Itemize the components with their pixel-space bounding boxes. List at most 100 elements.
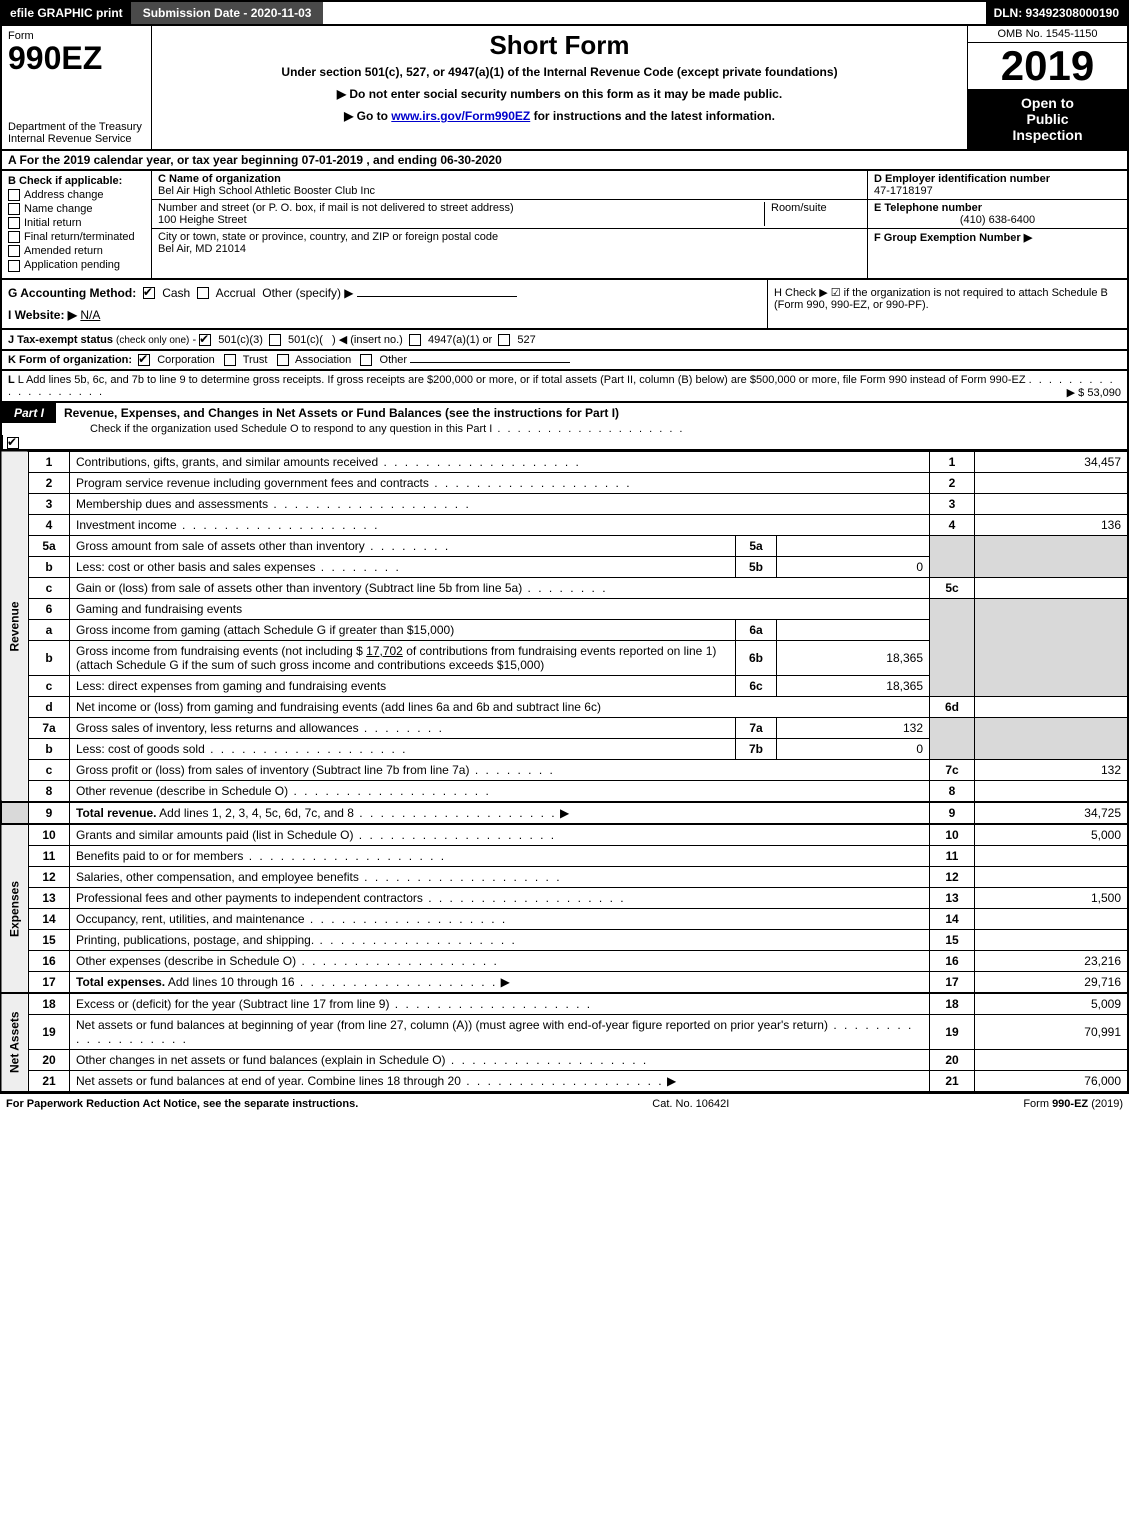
l-text: L Add lines 5b, 6c, and 7b to line 9 to … [18, 374, 1026, 386]
line-6c-desc: Less: direct expenses from gaming and fu… [76, 679, 386, 693]
public-1: Open to [1021, 95, 1074, 111]
k-corp-checkbox[interactable] [138, 354, 150, 366]
line-15-val [975, 929, 1129, 950]
amended-return-checkbox[interactable] [8, 245, 20, 257]
line-11: 11 Benefits paid to or for members 11 [1, 845, 1128, 866]
schedule-o-checkbox[interactable] [7, 437, 19, 449]
line-1-num: 1 [930, 451, 975, 472]
initial-return-checkbox[interactable] [8, 217, 20, 229]
section-b-checks: B Check if applicable: Address change Na… [2, 171, 152, 278]
line-17-val: 29,716 [975, 971, 1129, 993]
cash-checkbox[interactable] [143, 287, 155, 299]
line-7c: c Gross profit or (loss) from sales of i… [1, 759, 1128, 780]
l-amount: ▶ $ 53,090 [1067, 386, 1121, 399]
top-bar: efile GRAPHIC print Submission Date - 20… [0, 0, 1129, 24]
line-5a: 5a Gross amount from sale of assets othe… [1, 535, 1128, 556]
accrual-label: Accrual [216, 286, 256, 300]
line-7b-inner-val: 0 [777, 738, 930, 759]
line-5a-desc: Gross amount from sale of assets other t… [76, 539, 365, 553]
efile-print-button[interactable]: efile GRAPHIC print [2, 2, 131, 24]
l-gross-receipts: L L Add lines 5b, 6c, and 7b to line 9 t… [0, 371, 1129, 403]
public-inspection-box: Open to Public Inspection [968, 89, 1127, 149]
application-pending-checkbox[interactable] [8, 260, 20, 272]
j-501c3-checkbox[interactable] [199, 334, 211, 346]
line-21-desc: Net assets or fund balances at end of ye… [76, 1074, 461, 1088]
line-7a-inner-val: 132 [777, 717, 930, 738]
part-1-header: Part I Revenue, Expenses, and Changes in… [0, 403, 1129, 451]
short-form-title: Short Form [162, 30, 957, 61]
cash-label: Cash [162, 286, 190, 300]
line-16-num: 16 [930, 950, 975, 971]
line-13-val: 1,500 [975, 887, 1129, 908]
no-ssn-note: ▶ Do not enter social security numbers o… [162, 87, 957, 101]
line-19: 19 Net assets or fund balances at beginn… [1, 1014, 1128, 1049]
j-527-checkbox[interactable] [498, 334, 510, 346]
line-20: 20 Other changes in net assets or fund b… [1, 1049, 1128, 1070]
public-2: Public [1026, 111, 1068, 127]
header-center: Short Form Under section 501(c), 527, or… [152, 26, 967, 149]
line-7a-inner-label: 7a [736, 717, 777, 738]
irs-link[interactable]: www.irs.gov/Form990EZ [391, 109, 530, 123]
i-website: I Website: ▶ N/A [8, 308, 761, 322]
line-20-val [975, 1049, 1129, 1070]
part-1-table: Revenue 1 Contributions, gifts, grants, … [0, 451, 1129, 1093]
final-return-label: Final return/terminated [24, 231, 135, 243]
g-label: G Accounting Method: [8, 286, 136, 300]
line-7a: 7a Gross sales of inventory, less return… [1, 717, 1128, 738]
i-label: I Website: ▶ [8, 308, 77, 322]
line-6c-inner-label: 6c [736, 675, 777, 696]
line-17-num: 17 [930, 971, 975, 993]
paperwork-notice: For Paperwork Reduction Act Notice, see … [6, 1098, 358, 1110]
line-8-num: 8 [930, 780, 975, 802]
line-15-desc: Printing, publications, postage, and shi… [76, 933, 314, 947]
line-2-desc: Program service revenue including govern… [76, 476, 429, 490]
expenses-section-label: Expenses [1, 824, 29, 993]
line-5c-num: 5c [930, 577, 975, 598]
ein-value: 47-1718197 [874, 185, 933, 197]
application-pending-label: Application pending [24, 259, 120, 271]
website-value: N/A [80, 308, 100, 322]
line-4-desc: Investment income [76, 518, 177, 532]
line-2-num: 2 [930, 472, 975, 493]
line-17: 17 Total expenses. Add lines 10 through … [1, 971, 1128, 993]
name-change-checkbox[interactable] [8, 203, 20, 215]
line-10-val: 5,000 [975, 824, 1129, 846]
line-6d-desc: Net income or (loss) from gaming and fun… [76, 700, 601, 714]
line-4-num: 4 [930, 514, 975, 535]
irs-label: Internal Revenue Service [8, 133, 132, 145]
line-8-val [975, 780, 1129, 802]
line-6c-inner-val: 18,365 [777, 675, 930, 696]
k-assoc-label: Association [295, 354, 351, 366]
part-1-label: Part I [2, 403, 56, 423]
entity-block: B Check if applicable: Address change Na… [0, 171, 1129, 280]
line-8-desc: Other revenue (describe in Schedule O) [76, 784, 288, 798]
line-1: Revenue 1 Contributions, gifts, grants, … [1, 451, 1128, 472]
under-section: Under section 501(c), 527, or 4947(a)(1)… [162, 65, 957, 79]
line-5b-desc: Less: cost or other basis and sales expe… [76, 560, 315, 574]
k-other-checkbox[interactable] [360, 354, 372, 366]
line-21-val: 76,000 [975, 1070, 1129, 1092]
j-4947-checkbox[interactable] [409, 334, 421, 346]
line-10: Expenses 10 Grants and similar amounts p… [1, 824, 1128, 846]
address-change-checkbox[interactable] [8, 189, 20, 201]
accrual-checkbox[interactable] [197, 287, 209, 299]
revenue-section-label: Revenue [1, 451, 29, 802]
final-return-checkbox[interactable] [8, 231, 20, 243]
j-tax-exempt-status: J Tax-exempt status (check only one) - 5… [0, 330, 1129, 351]
line-2: 2 Program service revenue including gove… [1, 472, 1128, 493]
cat-no: Cat. No. 10642I [652, 1098, 729, 1110]
line-14-val [975, 908, 1129, 929]
line-3-val [975, 493, 1129, 514]
k-form-of-org: K Form of organization: Corporation Trus… [0, 351, 1129, 371]
k-assoc-checkbox[interactable] [277, 354, 289, 366]
initial-return-label: Initial return [24, 217, 81, 229]
line-16: 16 Other expenses (describe in Schedule … [1, 950, 1128, 971]
k-label: K Form of organization: [8, 354, 132, 366]
street-label: Number and street (or P. O. box, if mail… [158, 202, 514, 214]
org-name: Bel Air High School Athletic Booster Clu… [158, 185, 375, 197]
j-501c-checkbox[interactable] [269, 334, 281, 346]
k-trust-checkbox[interactable] [224, 354, 236, 366]
line-11-desc: Benefits paid to or for members [76, 849, 243, 863]
omb-number: OMB No. 1545-1150 [968, 26, 1127, 43]
line-5c: c Gain or (loss) from sale of assets oth… [1, 577, 1128, 598]
